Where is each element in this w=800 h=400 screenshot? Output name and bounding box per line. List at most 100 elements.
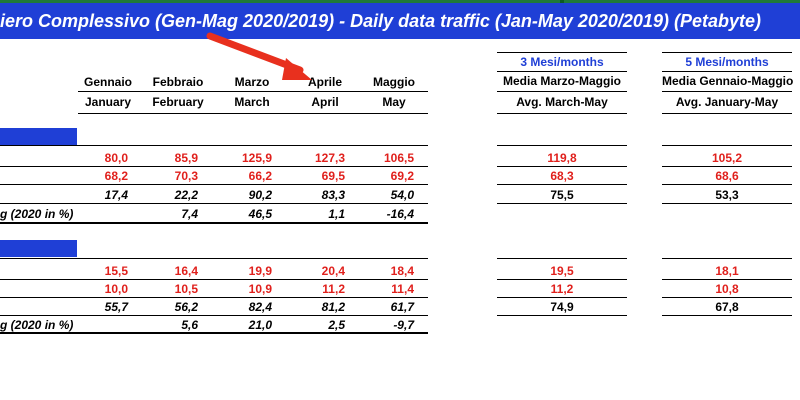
- s2-growth-may: -9,7: [393, 318, 414, 332]
- header-rule-2: [78, 113, 428, 114]
- summary3-rule-3: [497, 113, 627, 114]
- s2-diff-may: 61,7: [390, 300, 414, 314]
- s2-diff-feb: 56,2: [174, 300, 198, 314]
- s1-avg3-2019: 68,3: [550, 169, 574, 183]
- s1-2020-feb: 85,9: [174, 151, 198, 165]
- summary3-head: 3 Mesi/months: [520, 55, 604, 69]
- s1-2020-apr: 127,3: [314, 151, 345, 165]
- sheet-top-strip: [0, 0, 800, 3]
- s2-2019-jan: 10,0: [104, 282, 128, 296]
- s2-2020-apr: 20,4: [321, 264, 345, 278]
- s1-growth-label: g (2020 in %): [0, 207, 74, 221]
- summary3-en: Avg. March-May: [516, 95, 608, 109]
- s1-avg3-top-rule: [497, 145, 627, 146]
- header-rule-1: [78, 91, 428, 92]
- s2-growth-mar: 21,0: [248, 318, 272, 332]
- s2-avg5-2019: 10,8: [715, 282, 739, 296]
- s1-growth-apr: 1,1: [328, 207, 345, 221]
- month-en-3: April: [311, 95, 339, 109]
- s2-growth-feb: 5,6: [181, 318, 198, 332]
- s2-avg3-rule-c: [497, 315, 627, 316]
- s1-2019-jan: 68,2: [104, 169, 128, 183]
- summary5-rule-3: [662, 113, 792, 114]
- s1-avg5-2020: 105,2: [711, 151, 743, 165]
- section2-header-bar: [0, 240, 77, 257]
- s1-growth-mar: 46,5: [248, 207, 272, 221]
- s1-avg3-rule-a: [497, 166, 627, 167]
- s1-2020-jan: 80,0: [104, 151, 128, 165]
- s2-diff-apr: 81,2: [321, 300, 345, 314]
- s1-avg5-2019: 68,6: [715, 169, 739, 183]
- s1-2020-mar: 125,9: [241, 151, 272, 165]
- s1-growth-feb: 7,4: [181, 207, 198, 221]
- s2-avg3-rule-a: [497, 279, 627, 280]
- page-title: iero Complessivo (Gen-Mag 2020/2019) - D…: [0, 11, 761, 31]
- month-it-1: Febbraio: [152, 75, 204, 89]
- summary3-top-rule: [497, 52, 627, 53]
- s1-avg5-diff: 53,3: [715, 188, 739, 202]
- sheet-top-marker: [560, 0, 564, 3]
- month-en-1: February: [152, 95, 204, 109]
- s1-rule-c: [0, 203, 428, 204]
- s2-2020-jan: 15,5: [104, 264, 128, 278]
- section1-header-bar: [0, 128, 77, 145]
- s1-avg5-rule-c: [662, 203, 792, 204]
- s2-avg5-rule-b: [662, 297, 792, 298]
- month-it-0: Gennaio: [83, 75, 132, 89]
- s2-avg3-2019: 11,2: [550, 282, 574, 296]
- s1-2019-apr: 69,5: [321, 169, 345, 183]
- s2-growth-label: g (2020 in %): [0, 318, 74, 332]
- s2-avg3-diff: 74,9: [550, 300, 574, 314]
- s2-2020-may: 18,4: [390, 264, 414, 278]
- s2-avg5-top-rule: [662, 258, 792, 259]
- s2-avg5-2020: 18,1: [715, 264, 739, 278]
- s2-2019-apr: 11,2: [322, 282, 345, 296]
- s1-rule-b: [0, 184, 428, 185]
- section1-top-rule: [0, 145, 428, 146]
- s2-diff-mar: 82,4: [248, 300, 272, 314]
- s2-avg5-rule-c: [662, 315, 792, 316]
- month-it-3: Aprile: [307, 75, 342, 89]
- month-it-4: Maggio: [373, 75, 415, 89]
- s2-growth-apr: 2,5: [328, 318, 345, 332]
- s2-rule-b: [0, 297, 428, 298]
- s1-avg5-top-rule: [662, 145, 792, 146]
- summary5-head: 5 Mesi/months: [685, 55, 769, 69]
- s2-rule-c: [0, 315, 428, 316]
- s2-bottom-rule: [0, 332, 428, 334]
- s1-avg3-diff: 75,5: [550, 188, 574, 202]
- s1-diff-jan: 17,4: [104, 188, 128, 202]
- summary3-it: Media Marzo-Maggio: [502, 74, 621, 88]
- section2-top-rule: [0, 258, 428, 259]
- s1-2019-may: 69,2: [390, 169, 414, 183]
- s1-avg5-rule-b: [662, 184, 792, 185]
- month-it-2: Marzo: [234, 75, 270, 89]
- s2-2019-feb: 10,5: [174, 282, 198, 296]
- s1-avg3-rule-b: [497, 184, 627, 185]
- s2-avg3-2020: 19,5: [550, 264, 574, 278]
- summary5-top-rule: [662, 52, 792, 53]
- summary5-rule-1: [662, 71, 792, 72]
- s2-2020-mar: 19,9: [248, 264, 272, 278]
- s1-diff-may: 54,0: [390, 188, 414, 202]
- s2-2019-may: 11,4: [391, 282, 414, 296]
- month-en-0: January: [84, 95, 132, 109]
- s1-2020-may: 106,5: [383, 151, 414, 165]
- s1-avg5-rule-a: [662, 166, 792, 167]
- s1-rule-a: [0, 166, 428, 167]
- s2-avg3-rule-b: [497, 297, 627, 298]
- s2-avg5-diff: 67,8: [715, 300, 739, 314]
- month-en-2: March: [234, 95, 270, 109]
- summary3-rule-1: [497, 71, 627, 72]
- s2-diff-jan: 55,7: [104, 300, 128, 314]
- s2-2020-feb: 16,4: [174, 264, 198, 278]
- summary5-rule-2: [662, 91, 792, 92]
- summary5-it: Media Gennaio-Maggio: [662, 74, 794, 88]
- s1-diff-apr: 83,3: [321, 188, 345, 202]
- s1-diff-feb: 22,2: [174, 188, 198, 202]
- s1-2019-feb: 70,3: [174, 169, 198, 183]
- summary5-en: Avg. January-May: [675, 95, 779, 109]
- title-banner: iero Complessivo (Gen-Mag 2020/2019) - D…: [0, 3, 800, 39]
- s1-avg3-rule-c: [497, 203, 627, 204]
- s1-growth-may: -16,4: [386, 207, 414, 221]
